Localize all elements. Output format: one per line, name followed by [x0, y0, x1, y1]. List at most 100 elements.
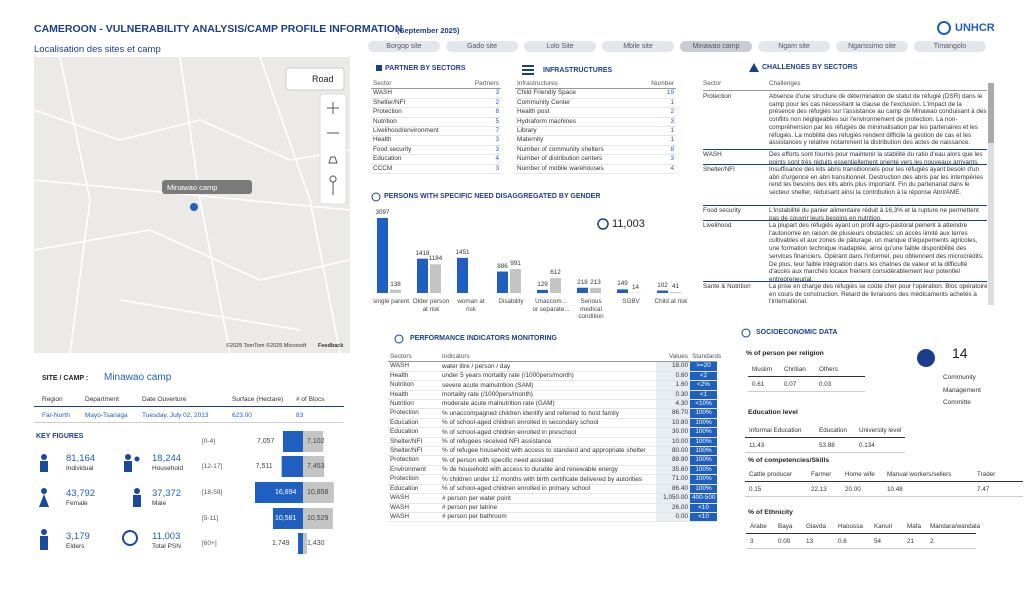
- table-cell: 400-500: [690, 493, 717, 504]
- bar: [303, 431, 324, 452]
- scrollbar[interactable]: [988, 83, 994, 305]
- challenge-text: La prise en charge des réfugiés se coûte…: [769, 283, 987, 305]
- table-cell: 10.80: [656, 418, 690, 429]
- column-header: Number: [637, 80, 676, 90]
- x-tick-label: Older person at risk: [412, 298, 450, 313]
- column-header: Glavda: [806, 523, 826, 530]
- site-tab[interactable]: Ngarissimo site: [836, 41, 908, 52]
- table-value: 54: [874, 538, 882, 545]
- map-style-button[interactable]: [285, 67, 345, 91]
- camp-marker[interactable]: [190, 203, 198, 211]
- key-figure-value: 18,244: [152, 453, 182, 464]
- icon: [741, 328, 751, 338]
- scroll-thumb[interactable]: [988, 83, 994, 143]
- table-cell: # person per bathroom: [440, 512, 656, 523]
- data-label: 10,858: [307, 489, 329, 496]
- site-tab[interactable]: Lolo Site: [524, 41, 596, 52]
- table-cell: 4.30: [656, 399, 690, 410]
- key-figure-value: 43,792: [66, 488, 96, 499]
- table-cell: 3: [455, 135, 501, 146]
- table-cell: 71.00: [656, 474, 690, 485]
- table-cell: Health: [388, 371, 440, 382]
- table-cell: Number of mobile warehouses: [515, 164, 637, 175]
- icon: [749, 63, 759, 72]
- site-tab[interactable]: Ngam site: [758, 41, 830, 52]
- table-header: Sector Partners: [371, 80, 501, 90]
- table-cell: 100%: [690, 484, 717, 495]
- row-rule: [703, 205, 987, 206]
- table-header: Infrastructures Number: [515, 80, 676, 90]
- data-label: 612: [550, 269, 561, 277]
- key-figure-value: 37,372: [152, 488, 182, 499]
- data-label: 14: [631, 283, 639, 291]
- site-tab[interactable]: Timangolo: [914, 41, 986, 52]
- table-value: 7.47: [977, 486, 990, 493]
- map-controls[interactable]: [319, 93, 347, 205]
- table-row: WASH water litre / person / day 18.00 >=20: [388, 361, 717, 372]
- x-tick-label: woman at risk: [457, 298, 485, 313]
- icon: [394, 334, 404, 344]
- bar: [617, 289, 628, 293]
- data-label: 41: [671, 283, 679, 290]
- column-header: Infrastructures: [515, 80, 637, 90]
- table-cell: WASH: [388, 512, 440, 523]
- table-value: 0.00: [778, 538, 791, 545]
- table-cell: Shelter/NFI: [388, 446, 440, 457]
- table-header: Sectors Indicators Values Standards: [388, 353, 721, 363]
- table-cell: % of school-aged children enrolled in se…: [440, 418, 656, 429]
- bar: [282, 431, 303, 452]
- key-figure-label: Individual: [66, 465, 94, 472]
- table-cell: % of refugees received NFI assistance: [440, 437, 656, 448]
- table-cell: 19: [637, 88, 676, 99]
- table-cell: 0.00: [656, 512, 690, 523]
- table-row: Shelter/NFI% of refugee household with a…: [388, 446, 717, 457]
- table-cell: 100%: [690, 418, 717, 429]
- column-header: Indicators: [440, 353, 656, 363]
- y-tick-label: [0-4]: [202, 438, 216, 445]
- table-row: Hydraform machines 3: [515, 117, 676, 128]
- table-row: Nutrition severe acute malnutrition (SAM)…: [388, 380, 717, 391]
- challenge-text: La plupart des réfugiés ayant un profil …: [769, 222, 984, 281]
- column-header: Sector: [703, 80, 722, 87]
- key-figure-value: 3,179: [66, 531, 90, 542]
- table-cell: severe acute malnutrition (SAM): [440, 380, 656, 391]
- site-tab[interactable]: Minawao camp: [680, 41, 752, 52]
- table-value: 0.61: [752, 381, 765, 388]
- table: Sectors Indicators Values Standards WASH wate…: [388, 353, 721, 523]
- table-cell: 2: [455, 98, 501, 109]
- table-cell: % of school-aged children enrolled in pr…: [440, 484, 656, 495]
- table-cell: 100%: [690, 437, 717, 448]
- table-cell: # person per water point: [440, 493, 656, 504]
- table-value: 3: [750, 538, 754, 545]
- table-cell: >=20: [690, 361, 717, 372]
- site-value: Far-North: [42, 412, 70, 419]
- site-tab[interactable]: Gado site: [446, 41, 518, 52]
- table-row: Maternity 1: [515, 135, 676, 146]
- column-header: Partners: [455, 80, 501, 90]
- data-label: 991: [510, 260, 521, 267]
- column-header: Mafa: [907, 523, 921, 530]
- data-label: 1418: [415, 249, 430, 257]
- y-tick-label: [5-11]: [202, 515, 219, 522]
- table-cell: Protection: [388, 455, 440, 466]
- key-figure-label: Household: [152, 465, 184, 472]
- data-label: 886: [497, 262, 508, 270]
- subsection-title: % of competencies/Skills: [748, 457, 830, 464]
- map-road-button: Road: [312, 74, 334, 84]
- table-row: WASH 3: [371, 88, 501, 99]
- key-figure-value: 11,003: [152, 531, 181, 542]
- column-header: Baya: [778, 523, 793, 530]
- column-header: Sectors: [388, 353, 440, 363]
- site-tab[interactable]: Borgop site: [368, 41, 440, 52]
- table-value: 0.15: [749, 486, 762, 493]
- challenge-sector: Livelihood: [703, 222, 732, 229]
- data-label: 7,511: [255, 463, 273, 470]
- table-cell: Health: [388, 390, 440, 401]
- site-tab[interactable]: Mbile site: [602, 41, 674, 52]
- bar: [303, 456, 325, 477]
- table-cell: Education: [388, 418, 440, 429]
- challenge-sector: WASH: [703, 151, 722, 158]
- column-header: Haoussa: [838, 523, 863, 530]
